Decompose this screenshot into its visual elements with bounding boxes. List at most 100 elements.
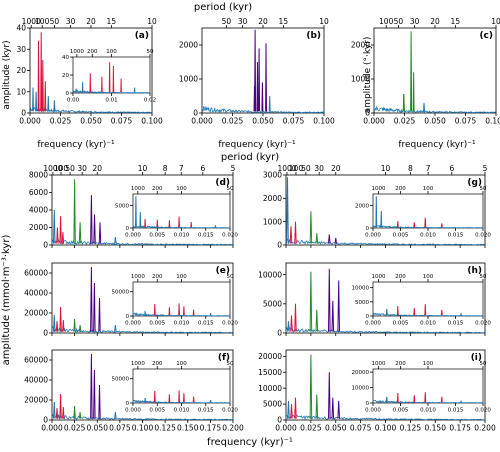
- panel-d-label: (d): [215, 178, 230, 188]
- panel-g-inset-peak-0: [375, 196, 378, 228]
- panel-a-ytick-label-1: 10: [16, 87, 26, 96]
- panel-a-xtick-label-1: 0.025: [50, 117, 72, 126]
- panel-i-inset-xtick-label-3: 0.015: [448, 408, 464, 414]
- panel-b-xtick-label-3: 0.075: [283, 117, 305, 126]
- panel-a-peak-2: [37, 40, 40, 112]
- panel-d-inset-ytick-label-0: 0: [126, 226, 130, 232]
- panel-e-peak-9: [114, 324, 117, 332]
- panel-d-inset-xtick-label-0: 0.000: [125, 233, 141, 239]
- panel-a-ptick-label-0: 1000: [22, 17, 41, 26]
- panel-c-peak-3: [412, 72, 415, 112]
- panel-f-inset-frame: [132, 368, 231, 404]
- panel-g-ptick-label-2: 50: [301, 164, 311, 173]
- panel-e-label: (e): [216, 266, 230, 276]
- panel-g-inset-ptick-label-2: 100: [423, 186, 434, 192]
- panel-b-ytick-label-1: 1000: [179, 75, 198, 84]
- panel-f-xtick-label-5: 0.125: [154, 424, 176, 433]
- panel-i-peak-4: [315, 394, 319, 419]
- panel-d-baseline: [51, 239, 234, 246]
- panel-e-inset-ptick-label-3: 50: [227, 274, 234, 280]
- panel-a-xtick-label-4: 0.100: [141, 117, 163, 126]
- panel-d-inset-ptick-label-1: 200: [152, 186, 163, 192]
- panel-a-ptick-label-5: 15: [107, 17, 117, 26]
- panel-d-inset-peak-5: [178, 216, 180, 228]
- panel-a-inset-peak-0: [75, 88, 77, 93]
- panel-h-ytick-label-0: 0: [277, 329, 282, 338]
- panel-f-peak-3: [62, 406, 65, 419]
- panel-a-inset-ptick-label-2: 100: [106, 49, 117, 55]
- panel-g-ptick-label-8: 6: [449, 164, 454, 173]
- panel-g-inset-peak-4: [424, 217, 427, 228]
- panel-h-inset-peak-0: [385, 308, 388, 316]
- panel-f-peak-1: [55, 407, 59, 419]
- panel-f-inset-peak-2: [168, 394, 171, 403]
- panel-e-inset-ytick-label-0: 0: [126, 314, 130, 320]
- panel-a-ytick-label-3: 30: [16, 45, 26, 54]
- panel-h-inset-ptick-label-2: 100: [423, 274, 434, 280]
- panel-e-inset-peak-5: [192, 309, 195, 316]
- panel-g-peak-6: [334, 237, 337, 244]
- panel-a-ptick-label-4: 20: [86, 17, 96, 26]
- panel-d-inset-ytick-label-1: 5000: [115, 203, 129, 209]
- panel-i-peak-7: [337, 400, 340, 419]
- panel-a-inset-xtick-label-2: 0.02: [144, 98, 156, 104]
- panel-c-peak-2: [410, 31, 413, 112]
- panel-c-peak-1: [402, 93, 405, 112]
- panel-g-ytick-label-1: 1000: [263, 217, 282, 226]
- panel-e-inset-xtick-label-4: 0.020: [222, 321, 238, 327]
- panel-e-inset-peak-4: [183, 306, 185, 316]
- panel-b-xtick-label-4: 0.100: [313, 117, 335, 126]
- panel-g-ptick-label-0: 1000: [277, 164, 296, 173]
- panel-i-xtick-label-7: 0.175: [449, 424, 471, 433]
- panel-g-inset-xtick-label-1: 0.005: [393, 233, 409, 239]
- panel-a-inset-ytick-label-2: 40: [62, 55, 69, 61]
- panel-i-inset-peak-3: [424, 392, 427, 403]
- panel-f-peak-6: [90, 353, 93, 419]
- panel-h-peak-4: [315, 309, 319, 332]
- panel-a-ptick-label-3: 30: [66, 17, 76, 26]
- panel-h-inset-ptick-label-3: 50: [480, 274, 487, 280]
- panel-a-inset-peak-1: [81, 82, 84, 93]
- panel-g-inset-ytick-label-1: 2000: [355, 203, 369, 209]
- panel-c-ptick-label-3: 20: [430, 17, 440, 26]
- panel-g-ptick-label-7: 7: [426, 164, 431, 173]
- panel-h-inset-frame: [372, 281, 484, 317]
- panel-a-inset-ytick-label-1: 20: [62, 73, 69, 79]
- panel-d-inset-peak-3: [156, 219, 159, 228]
- panel-e-peak-8: [98, 297, 101, 332]
- panel-a-ytick-label-0: 0: [21, 109, 26, 118]
- panel-c-ptick-label-0: 100: [379, 17, 394, 26]
- panel-h-inset-xtick-label-1: 0.005: [393, 321, 409, 327]
- frequency-label-bottom: frequency (kyr)⁻¹: [207, 437, 293, 448]
- panel-i-inset-ytick-label-2: 20000: [352, 370, 370, 376]
- panel-d-ptick-label-7: 7: [179, 164, 184, 173]
- panel-b-ytick-label-2: 2000: [179, 41, 198, 50]
- panel-d-ptick-label-6: 8: [163, 164, 168, 173]
- panel-g-inset-ptick-label-0: 1000: [372, 186, 386, 192]
- panel-f-inset-ptick-label-2: 100: [176, 361, 187, 367]
- panel-d-inset-ptick-label-3: 50: [227, 186, 234, 192]
- panel-e-inset-ptick-label-2: 100: [176, 274, 187, 280]
- panel-a-ptick-label-6: 10: [147, 17, 157, 26]
- panel-g-peak-5: [328, 234, 331, 244]
- panel-a-inset-peak-2: [89, 73, 92, 93]
- panel-f-inset-peak-6: [209, 400, 212, 403]
- panel-f-inset-peak-5: [192, 396, 195, 403]
- panel-a-inset-peak-6: [120, 78, 122, 93]
- panel-a-ptick-label-2: 50: [50, 17, 60, 26]
- panel-f-xtick-label-8: 0.200: [222, 424, 244, 433]
- panel-d-inset-xtick-label-1: 0.005: [149, 233, 165, 239]
- panel-h-inset-xtick-label-3: 0.015: [448, 321, 464, 327]
- panel-a-xtick-label-2: 0.050: [80, 117, 102, 126]
- panel-e-peak-6: [90, 266, 93, 332]
- panel-g-peak-1: [289, 226, 293, 244]
- panel-g-inset-frame: [372, 193, 484, 229]
- panel-i-inset-baseline: [372, 399, 484, 404]
- panel-f-inset-ptick-label-3: 50: [227, 361, 234, 367]
- panel-i-inset-peak-0: [385, 396, 388, 403]
- panel-d-ytick-label-1: 2000: [29, 223, 48, 232]
- panel-i-peak-1: [290, 404, 293, 419]
- panel-f-xtick-label-1: 0.025: [64, 424, 86, 433]
- panel-b-peak-6: [268, 95, 271, 112]
